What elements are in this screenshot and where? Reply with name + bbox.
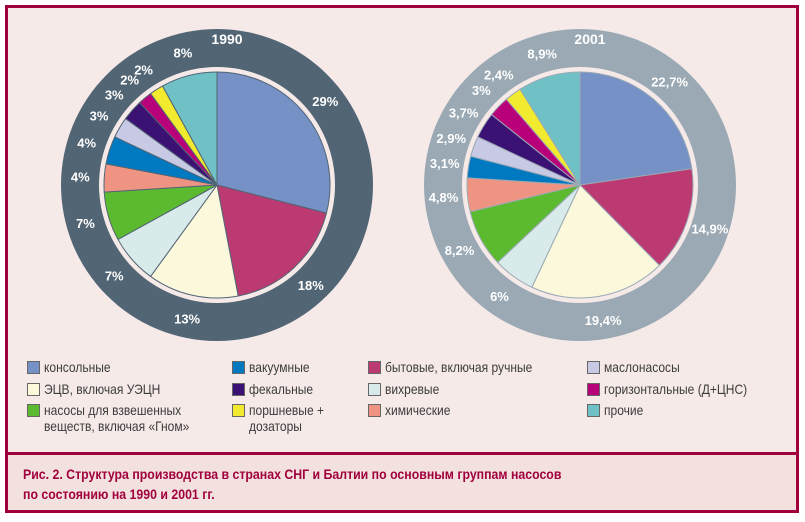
legend-label: горизонтальные (Д+ЦНС) (604, 381, 748, 397)
slice-value-label: 18% (298, 278, 324, 293)
legend-swatch (587, 361, 600, 374)
pie-slice (149, 183, 239, 299)
slice-value-label: 4% (77, 136, 96, 151)
slice-value-label: 3% (105, 87, 124, 102)
slice-value-label: 29% (312, 94, 338, 109)
slice-value-label: 14,9% (691, 222, 728, 237)
legend-label: прочие (604, 402, 644, 418)
legend-swatch (27, 361, 40, 374)
slice-value-label: 19,4% (585, 313, 622, 328)
pie-slice (531, 184, 661, 299)
slice-value-label: 3% (90, 108, 109, 123)
slice-value-label: 8,9% (527, 46, 557, 61)
slice-value-label: 4,8% (429, 190, 459, 205)
legend-swatch (587, 383, 600, 396)
legend-swatch (27, 404, 40, 417)
slice-value-label: 22,7% (651, 74, 688, 89)
legend-swatch (232, 383, 245, 396)
legend-label: поршневые + дозаторы (249, 402, 325, 434)
legend-label: бытовые, включая ручные (385, 359, 533, 375)
legend-swatch (27, 383, 40, 396)
chart-title: 1990 (211, 31, 242, 47)
legend-label: химические (385, 402, 451, 418)
pie-slice (519, 71, 581, 187)
slice-value-label: 3% (472, 83, 491, 98)
slice-value-label: 4% (71, 169, 90, 184)
slice-value-label: 8,2% (445, 243, 475, 258)
legend-label: вихревые (385, 381, 440, 397)
slice-value-label: 7% (76, 216, 95, 231)
legend-swatch (232, 404, 245, 417)
caption-box: Рис. 2. Структура производства в странах… (5, 455, 799, 513)
legend-label: ЭЦВ, включая УЭЦН (44, 381, 161, 397)
slice-value-label: 7% (105, 269, 124, 284)
pie-slice (578, 168, 694, 267)
legend-label: вакуумные (249, 359, 310, 375)
slice-value-label: 2% (120, 72, 139, 87)
slice-value-label: 8% (174, 45, 193, 60)
slice-value-label: 3,1% (430, 156, 460, 171)
caption-line-2: по состоянию на 1990 и 2001 гг. (23, 486, 215, 502)
chart-title: 2001 (574, 31, 605, 47)
slice-value-label: 2,9% (436, 131, 466, 146)
slice-value-label: 13% (174, 312, 200, 327)
legend-swatch (368, 383, 381, 396)
legend-swatch (368, 404, 381, 417)
legend-label: маслонасосы (604, 359, 680, 375)
pie-slice (216, 71, 331, 214)
legend-label: насосы для взвешенных веществ, включая «Г… (44, 402, 190, 434)
slice-value-label: 6% (490, 289, 509, 304)
legend-swatch (232, 361, 245, 374)
legend-label: консольные (44, 359, 111, 375)
pie-slice (216, 184, 328, 297)
pie-slice (579, 71, 693, 186)
slice-value-label: 2,4% (484, 68, 514, 83)
slice-value-label: 3,7% (449, 106, 479, 121)
slice-value-label: 2% (134, 62, 153, 77)
legend-swatch (587, 404, 600, 417)
legend-swatch (368, 361, 381, 374)
legend-label: фекальные (249, 381, 314, 397)
pie-slice (161, 71, 218, 186)
caption-line-1: Рис. 2. Структура производства в странах… (23, 466, 562, 482)
